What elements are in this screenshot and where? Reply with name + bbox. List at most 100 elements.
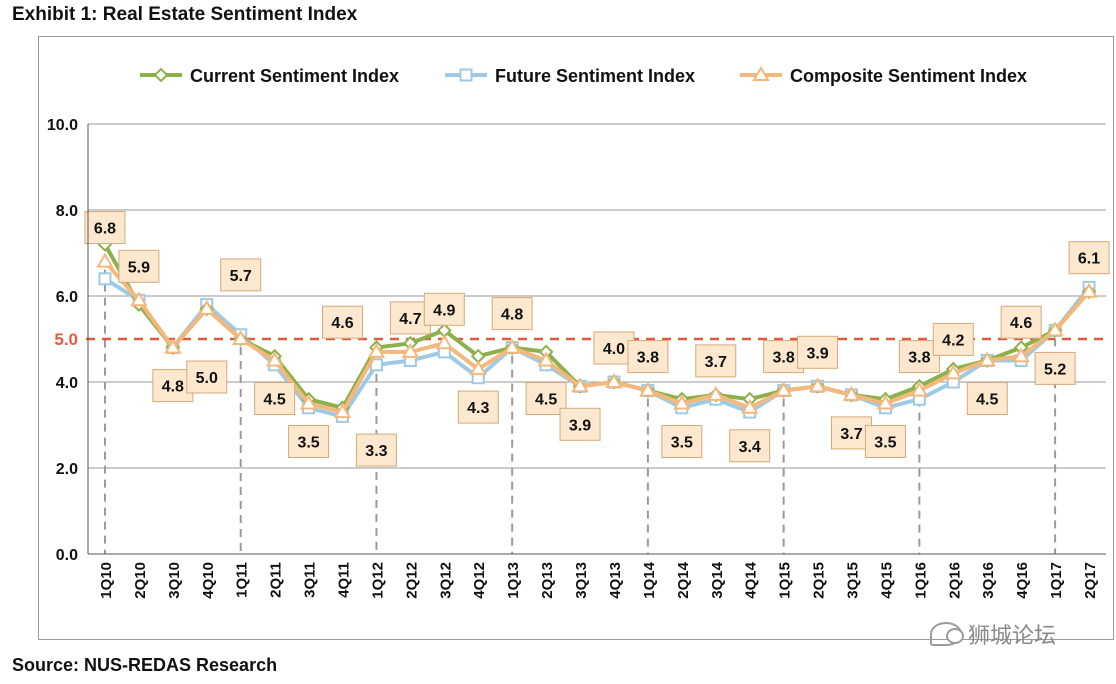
data-point [537,351,555,367]
x-tick-label: 4Q12 [471,562,488,599]
x-tick-label: 1Q17 [1048,562,1065,599]
x-tick-label: 4Q16 [1014,562,1031,599]
legend-label: Future Sentiment Index [495,66,695,86]
watermark-text: 狮城论坛 [968,623,1057,648]
data-point [367,342,386,358]
data-label-box [288,425,330,458]
x-tick-label: 2Q15 [811,562,828,599]
reference-line-label: 5.0 [54,330,78,349]
x-tick-label: 1Q13 [505,562,522,599]
chat-bubble-icon [930,622,964,646]
y-tick-label: 8.0 [56,203,78,220]
x-tick-label: 4Q10 [200,562,217,599]
x-tick-label: 2Q17 [1082,562,1099,599]
data-label-box [355,433,397,467]
x-tick-label: 4Q11 [336,562,353,598]
data-label-box [932,322,974,356]
series-triangle [96,252,1098,419]
data-label-box [729,429,771,463]
data-point [164,338,182,354]
y-tick-label: 6.0 [56,289,78,306]
x-tick-label: 2Q14 [675,561,692,598]
data-point [808,377,827,393]
data-label-box [118,249,160,283]
data-point [707,385,725,401]
y-tick-label: 4.0 [56,375,78,392]
axis-layer: 0.0 2.0 4.0 6.0 8.0 10.0 1Q10 2Q10 3Q10 4Q10 1Q11 2… [47,117,1106,599]
data-label-box [84,211,126,245]
x-tick-label: 1Q15 [777,562,794,599]
x-tick-label: 2Q13 [539,562,556,599]
x-tick-label: 1Q14 [641,561,658,598]
y-tick-label: 2.0 [56,461,78,478]
data-label: 6.8 [94,221,116,238]
y-tick-label: 10.0 [47,117,78,134]
data-label: 4.0 [603,341,625,358]
legend-label: Current Sentiment Index [190,66,399,86]
data-point [774,381,793,397]
data-point [876,394,895,410]
data-label-box [186,360,228,394]
data-label: 4.8 [501,307,523,324]
legend-marker [153,67,169,83]
data-label: 3.8 [637,350,659,367]
y-tick-label: 0.0 [56,547,78,564]
data-label-box [491,297,533,331]
data-label-box [898,340,940,374]
data-label: 4.8 [162,379,184,396]
data-label-box [627,340,669,374]
legend-marker [752,66,770,81]
x-tick-label: 2Q12 [403,562,420,599]
x-tick-label: 1Q16 [912,562,929,599]
data-label: 5.7 [230,268,252,285]
data-label-box [593,331,635,365]
data-point [503,338,521,354]
data-label-box [457,390,499,424]
x-tick-label: 1Q11 [234,562,251,598]
x-tick-label: 4Q13 [607,562,624,599]
x-tick-label: 2Q11 [268,562,285,598]
x-tick-label: 1Q10 [98,562,115,599]
data-label: 5.2 [1044,361,1066,378]
x-tick-label: 3Q14 [709,561,726,598]
data-label-box [695,344,737,378]
data-label: 4.3 [467,400,489,417]
data-point [299,394,318,410]
data-label: 4.7 [399,311,421,328]
data-point [944,364,963,380]
data-point [978,351,996,367]
data-point [605,373,623,388]
data-point [401,342,420,358]
x-tick-label: 3Q10 [166,562,183,599]
x-tick-label: 4Q15 [878,562,895,599]
x-tick-label: 1Q12 [369,562,386,599]
data-label: 4.5 [264,392,286,409]
data-point [96,252,114,268]
legend: Current Sentiment Index Future Sentiment … [140,66,1027,86]
x-tick-label: 3Q12 [437,562,454,599]
data-label-box [864,425,906,458]
x-tick-label: 3Q11 [302,562,319,598]
exhibit-title: Exhibit 1: Real Estate Sentiment Index [12,4,358,25]
data-point [673,394,691,410]
data-point [571,377,589,393]
data-label: 5.0 [196,370,218,387]
data-label: 3.5 [874,435,896,452]
data-point [265,351,284,367]
data-label: 5.9 [128,259,150,276]
data-point [1012,347,1030,363]
data-point [130,291,148,307]
legend-marker [459,68,473,82]
data-label-layer: 6.8 5.9 4.8 5.0 5.7 4.5 3.5 4.6 3.3 4.7 4.9 4.3 4.8 4… [84,211,1110,467]
data-label-box [797,335,839,369]
x-tick-label: 2Q10 [132,562,149,599]
legend-label: Composite Sentiment Index [790,66,1027,86]
x-tick-label: 3Q15 [845,562,862,599]
data-label-box [559,407,601,441]
data-label-box [831,416,872,450]
data-label-box [254,382,296,415]
data-label-box [220,258,262,292]
data-point [1080,282,1098,298]
data-label-box [1034,351,1076,385]
data-label-box [423,292,465,326]
